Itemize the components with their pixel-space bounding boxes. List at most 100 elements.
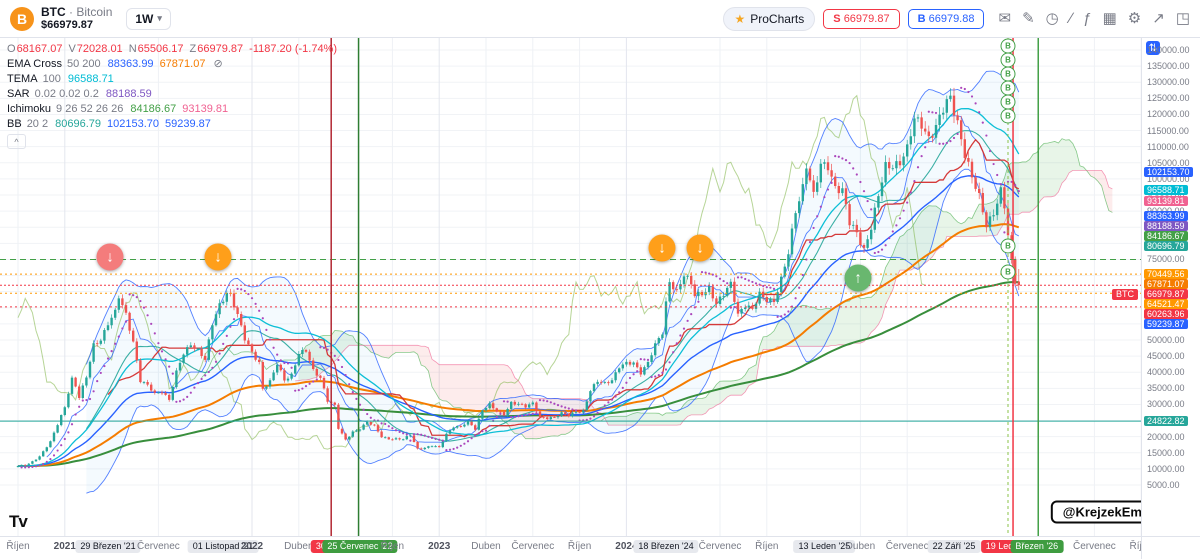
hide-indicator-icon[interactable]: ⊘ — [213, 58, 223, 70]
settings-icon[interactable]: ⚙ — [1127, 10, 1142, 27]
price-tick-label: 5000.00 — [1147, 480, 1180, 490]
price-tick-label: 20000.00 — [1147, 431, 1185, 442]
time-event-badge: 01 Listopad '21 — [187, 540, 259, 553]
time-tick-label: Červenec — [511, 541, 555, 552]
time-event-badge: 22 Září '25 — [927, 540, 981, 553]
time-event-badge: Březen '26 — [1010, 540, 1064, 553]
indicator-params: 100 — [42, 73, 61, 85]
time-tick-label: Říjen — [755, 541, 779, 552]
chart-canvas[interactable]: O68167.07 V72028.01 N65506.17 Z66979.87 -118… — [0, 38, 1142, 537]
buy-order-marker[interactable]: B — [1000, 238, 1016, 254]
time-tick-label: 2024 — [615, 541, 638, 552]
time-tick-label: Říjen — [380, 541, 405, 552]
indicator-name: SAR — [7, 88, 30, 100]
indicator-params: 50 200 — [67, 58, 101, 70]
symbol-price: $66979.87 — [41, 19, 93, 31]
price-badge: 66979.87 — [1144, 289, 1188, 300]
ohlc-value: 65506.17 — [137, 43, 184, 55]
interval-label: 1W — [135, 11, 154, 26]
bitcoin-logo-icon: B — [10, 6, 34, 31]
buy-order-marker[interactable]: B — [1000, 80, 1016, 96]
price-badge: 84186.67 — [1144, 231, 1188, 242]
symbol-info[interactable]: B BTC · Bitcoin $66979.87 — [10, 6, 112, 31]
price-tick-label: 105000.00 — [1147, 157, 1190, 168]
message-icon[interactable]: ✉ — [998, 10, 1012, 27]
arrow-down-sticker[interactable]: ↓ — [204, 243, 232, 271]
price-tick-label: 45000.00 — [1147, 351, 1185, 362]
time-tick-label: Duben — [471, 541, 501, 552]
buy-order-marker[interactable]: B — [1000, 108, 1016, 124]
toolbar-right: ★ ProCharts S 66979.87 B 66979.88 ✉ ✎ ◷ ∕ ƒ ▦… — [723, 6, 1190, 31]
buy-order-marker[interactable]: B — [1000, 264, 1016, 280]
indicator-value: 102153.70 — [107, 118, 159, 130]
procharts-label: ProCharts — [750, 11, 805, 26]
arrow-down-sticker[interactable]: ↓ — [648, 234, 676, 262]
share-icon[interactable]: ↗ — [1152, 10, 1165, 27]
chart-svg — [0, 38, 1142, 537]
grid — [0, 38, 1142, 537]
chevron-down-icon: ▾ — [157, 13, 162, 23]
procharts-button[interactable]: ★ ProCharts — [723, 6, 816, 31]
indicator-row[interactable]: BB 20 2 80696.79 102153.70 59239.87 — [7, 117, 343, 132]
trendline-icon[interactable]: ∕ — [1069, 10, 1073, 27]
price-badge: 80696.79 — [1144, 241, 1188, 252]
ichimoku-cloud-bull — [298, 138, 1088, 426]
indicator-row[interactable]: Ichimoku 9 26 52 26 26 84186.67 93139.81 — [7, 102, 343, 117]
layout-icon[interactable]: ▦ — [1102, 10, 1117, 27]
price-tick-label: 120000.00 — [1147, 109, 1190, 120]
price-badge: 88363.99 — [1144, 211, 1188, 222]
indicators-icon[interactable]: ƒ — [1083, 10, 1092, 27]
ohlc-label: Z — [189, 43, 197, 55]
current-price-symbol-chip: BTC — [1112, 289, 1138, 301]
author-watermark[interactable]: @KrejzekEmil — [1050, 500, 1142, 524]
price-badge: 96588.71 — [1144, 184, 1188, 195]
buy-button[interactable]: B 66979.88 — [907, 8, 985, 29]
indicator-row[interactable]: EMA Cross 50 200 88363.99 67871.07 ⊘ — [7, 57, 343, 72]
price-tick-label: 125000.00 — [1147, 93, 1190, 104]
time-event-badge: 18 Březen '24 — [633, 540, 699, 553]
price-badge: 102153.70 — [1144, 166, 1193, 177]
indicator-row[interactable]: SAR 0.02 0.02 0.2 88188.59 — [7, 87, 343, 102]
fullscreen-icon[interactable]: ◳ — [1175, 10, 1190, 27]
indicator-name: Ichimoku — [7, 103, 52, 115]
price-tick-label: 115000.00 — [1147, 125, 1189, 136]
time-axis[interactable]: Říjen 2021 29 Březen '21 Červenec 01 Listopa… — [0, 536, 1142, 559]
indicator-name: TEMA — [7, 73, 38, 85]
arrow-down-sticker[interactable]: ↓ — [686, 234, 714, 262]
price-scale-mode-icon[interactable]: ⇅ — [1146, 41, 1160, 55]
sell-button[interactable]: S 66979.87 — [823, 8, 900, 29]
price-badge: 67871.07 — [1144, 279, 1188, 290]
buy-order-marker[interactable]: B — [1000, 52, 1016, 68]
indicator-value: 67871.07 — [159, 58, 206, 70]
star-icon: ★ — [734, 11, 746, 26]
arrow-up-sticker[interactable]: ↑ — [844, 264, 872, 292]
legend-collapse-button[interactable]: ^ — [7, 134, 26, 149]
indicator-row[interactable]: TEMA 100 96588.71 — [7, 72, 343, 87]
ohlc-label: O — [7, 43, 16, 55]
time-tick-label: Říjen — [6, 541, 30, 552]
tradingview-logo[interactable]: Tv — [9, 512, 28, 531]
price-tick-label: 35000.00 — [1147, 383, 1185, 394]
price-tick-label: 90000.00 — [1147, 206, 1185, 216]
price-badge: 64521.47 — [1144, 299, 1188, 310]
buy-order-marker[interactable]: B — [1000, 66, 1016, 82]
time-tick-label: Červenec — [136, 541, 180, 552]
time-tick-label: Říjen — [1129, 541, 1142, 552]
alert-icon[interactable]: ◷ — [1045, 10, 1059, 27]
indicator-legend: O68167.07 V72028.01 N65506.17 Z66979.87 -118… — [7, 42, 343, 149]
draw-icon[interactable]: ✎ — [1022, 10, 1035, 27]
price-tick-label: 15000.00 — [1147, 447, 1185, 458]
time-tick-label: Duben — [284, 541, 314, 552]
interval-button[interactable]: 1W ▾ — [126, 7, 171, 30]
ohlc-value: 68167.07 — [16, 43, 63, 55]
arrow-down-sticker[interactable]: ↓ — [96, 243, 124, 271]
indicator-params: 0.02 0.02 0.2 — [34, 88, 99, 100]
symbol-name: Bitcoin — [76, 5, 113, 19]
symbol-separator: · — [65, 5, 77, 19]
sell-price: 66979.87 — [843, 12, 890, 25]
price-axis[interactable]: ⇅ 140000.00 135000.00 130000.00 125000.00 120… — [1141, 38, 1200, 537]
buy-order-marker[interactable]: B — [1000, 94, 1016, 110]
ohlc-row[interactable]: O68167.07 V72028.01 N65506.17 Z66979.87 -118… — [7, 42, 343, 57]
buy-order-marker[interactable]: B — [1000, 38, 1016, 54]
